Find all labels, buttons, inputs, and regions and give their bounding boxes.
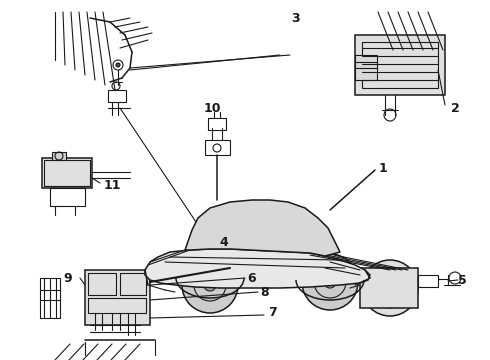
Bar — [50, 188, 85, 206]
Bar — [360, 268, 418, 308]
Circle shape — [302, 254, 358, 310]
Text: 6: 6 — [0, 359, 1, 360]
Circle shape — [324, 276, 336, 288]
Bar — [42, 158, 92, 188]
Circle shape — [182, 257, 238, 313]
Text: 3: 3 — [0, 359, 1, 360]
Text: 5: 5 — [458, 274, 466, 287]
Text: 1: 1 — [379, 162, 388, 175]
Circle shape — [362, 260, 418, 316]
Bar — [88, 298, 146, 313]
Bar — [362, 42, 438, 88]
Bar — [88, 273, 116, 295]
Bar — [52, 152, 66, 160]
Text: 7: 7 — [268, 306, 276, 319]
Text: 4: 4 — [220, 235, 228, 248]
Text: 6: 6 — [247, 271, 256, 284]
Bar — [208, 118, 226, 130]
Text: 3: 3 — [291, 12, 299, 24]
Bar — [44, 160, 90, 186]
Text: 11: 11 — [103, 179, 121, 192]
Bar — [205, 140, 230, 155]
Text: 8: 8 — [261, 285, 270, 298]
Bar — [108, 90, 126, 102]
Bar — [40, 278, 60, 318]
Text: 9: 9 — [0, 359, 1, 360]
Text: 4: 4 — [0, 359, 1, 360]
Bar — [85, 270, 150, 325]
Text: 11: 11 — [0, 359, 1, 360]
Bar — [120, 273, 146, 295]
Bar — [355, 35, 445, 95]
Bar — [418, 275, 438, 287]
Bar — [355, 55, 377, 80]
Text: 10: 10 — [203, 102, 221, 114]
Text: 10: 10 — [0, 359, 1, 360]
Text: 7: 7 — [0, 359, 1, 360]
Text: 5: 5 — [0, 359, 1, 360]
Text: 2: 2 — [0, 359, 1, 360]
Circle shape — [204, 279, 216, 291]
Text: 9: 9 — [64, 271, 73, 284]
Polygon shape — [145, 249, 370, 288]
Text: 2: 2 — [451, 102, 460, 114]
Text: 1: 1 — [0, 359, 1, 360]
Circle shape — [116, 63, 120, 67]
Text: 8: 8 — [0, 359, 1, 360]
Polygon shape — [185, 200, 340, 256]
